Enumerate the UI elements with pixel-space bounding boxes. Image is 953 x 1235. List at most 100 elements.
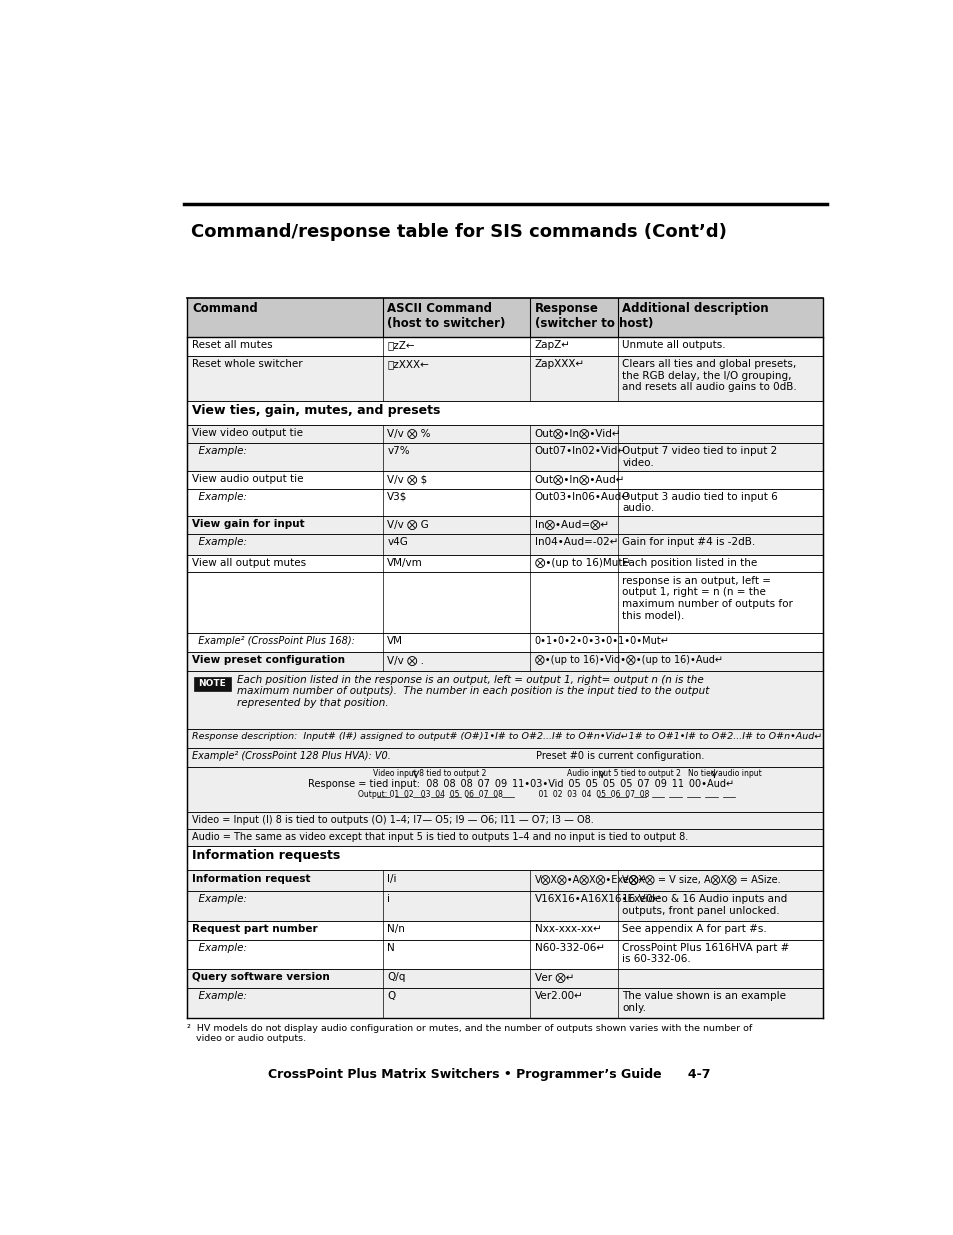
Bar	[187, 443, 822, 471]
Text: v7%: v7%	[387, 446, 410, 456]
Text: Out⨂•In⨂•Vid↵: Out⨂•In⨂•Vid↵	[534, 429, 620, 438]
Text: Example:: Example:	[192, 992, 247, 1002]
Text: Out07•In02•Vid↵: Out07•In02•Vid↵	[534, 446, 626, 456]
Text: NOTE: NOTE	[198, 679, 226, 688]
Text: N: N	[387, 942, 395, 953]
Text: Example:: Example:	[192, 894, 247, 904]
Bar	[187, 767, 822, 811]
Bar	[187, 892, 822, 920]
Text: Request part number: Request part number	[192, 924, 317, 934]
Text: V/v ⨂ %: V/v ⨂ %	[387, 429, 431, 438]
Bar	[187, 489, 822, 516]
Bar	[187, 299, 822, 337]
Bar	[187, 652, 822, 671]
Text: In⨂•Aud=⨂↵: In⨂•Aud=⨂↵	[534, 520, 608, 530]
Text: ⨂•(up to 16)Mut↵: ⨂•(up to 16)Mut↵	[534, 558, 630, 568]
Text: Reset all mutes: Reset all mutes	[192, 340, 273, 350]
Bar	[187, 425, 822, 443]
Text: CrossPoint Plus Matrix Switchers • Programmer’s Guide      4-7: CrossPoint Plus Matrix Switchers • Progr…	[268, 1068, 709, 1082]
Text: V/v ⨂ $: V/v ⨂ $	[387, 474, 427, 484]
Text: 0•1•0•2•0•3•0•1•0•Mut↵: 0•1•0•2•0•3•0•1•0•Mut↵	[534, 636, 669, 646]
Bar	[187, 920, 822, 940]
Text: Output 3 audio tied to input 6
audio.: Output 3 audio tied to input 6 audio.	[621, 492, 777, 514]
Bar	[187, 356, 822, 401]
Text: Ver2.00↵: Ver2.00↵	[534, 992, 583, 1002]
Text: N60-332-06↵: N60-332-06↵	[534, 942, 604, 953]
Text: The value shown is an example
only.: The value shown is an example only.	[621, 992, 785, 1013]
Text: V16X16•A16X16•Exe0↵: V16X16•A16X16•Exe0↵	[534, 894, 661, 904]
Text: Command/response table for SIS commands (Cont’d): Command/response table for SIS commands …	[192, 222, 726, 241]
Text: Output 7 video tied to input 2
video.: Output 7 video tied to input 2 video.	[621, 446, 777, 468]
Text: Example:: Example:	[192, 537, 247, 547]
Text: Command: Command	[192, 303, 257, 315]
Text: Each position listed in the response is an output, left = output 1, right= outpu: Each position listed in the response is …	[236, 674, 709, 708]
Bar	[187, 471, 822, 489]
Bar	[187, 988, 822, 1018]
Text: In04•Aud=-02↵: In04•Aud=-02↵	[534, 537, 618, 547]
Bar	[187, 729, 822, 748]
Text: Out03•In06•Aud↵: Out03•In06•Aud↵	[534, 492, 630, 501]
Text: Clears all ties and global presets,
the RGB delay, the I/O grouping,
and resets : Clears all ties and global presets, the …	[621, 359, 796, 393]
Text: I/i: I/i	[387, 873, 396, 883]
Bar	[187, 337, 822, 356]
Text: Audio input 5 tied to output 2   No tied audio input: Audio input 5 tied to output 2 No tied a…	[567, 769, 761, 778]
Text: Gain for input #4 is -2dB.: Gain for input #4 is -2dB.	[621, 537, 755, 547]
Text: See appendix A for part #s.: See appendix A for part #s.	[621, 924, 766, 934]
Bar	[187, 401, 822, 425]
Text: N/n: N/n	[387, 924, 405, 934]
Text: Response = tied input:  08 08 08 07 09 11•03•Vid 05 05 05 05 07 09 11 00•Aud↵: Response = tied input: 08 08 08 07 09 11…	[307, 779, 733, 789]
Text: Example:: Example:	[192, 492, 247, 501]
Text: v4G: v4G	[387, 537, 408, 547]
Bar	[187, 846, 822, 871]
Text: Example:: Example:	[192, 446, 247, 456]
Bar	[193, 677, 231, 692]
Text: Example² (CrossPoint 128 Plus HVA): V0.: Example² (CrossPoint 128 Plus HVA): V0.	[192, 751, 391, 761]
Text: ⨂•(up to 16)•Vid•⨂•(up to 16)•Aud↵: ⨂•(up to 16)•Vid•⨂•(up to 16)•Aud↵	[534, 655, 721, 664]
Text: Audio = The same as video except that input 5 is tied to outputs 1–4 and no inpu: Audio = The same as video except that in…	[192, 832, 688, 842]
Text: Information request: Information request	[192, 873, 311, 883]
Text: ⎋zXXX←: ⎋zXXX←	[387, 359, 429, 369]
Text: View all output mutes: View all output mutes	[192, 558, 306, 568]
Text: V/v ⨂ G: V/v ⨂ G	[387, 520, 429, 530]
Text: Output: 01  02   03  04  05  06  07  08               01  02  03  04  05  06  07: Output: 01 02 03 04 05 06 07 08 01 02 03…	[357, 790, 649, 799]
Text: View video output tie: View video output tie	[192, 429, 303, 438]
Bar	[187, 811, 822, 829]
Text: CrossPoint Plus 1616HVA part #
is 60-332-06.: CrossPoint Plus 1616HVA part # is 60-332…	[621, 942, 789, 965]
Bar	[187, 940, 822, 969]
Text: response is an output, left =
output 1, right = n (n = the
maximum number of out: response is an output, left = output 1, …	[621, 576, 792, 620]
Bar	[187, 555, 822, 573]
Text: Out⨂•In⨂•Aud↵: Out⨂•In⨂•Aud↵	[534, 474, 624, 484]
Text: Nxx-xxx-xx↵: Nxx-xxx-xx↵	[534, 924, 601, 934]
Text: Additional description: Additional description	[621, 303, 768, 315]
Bar	[187, 829, 822, 846]
Text: Preset #0 is current configuration.: Preset #0 is current configuration.	[536, 751, 704, 761]
Bar	[187, 573, 822, 632]
Text: View ties, gain, mutes, and presets: View ties, gain, mutes, and presets	[192, 404, 440, 417]
Text: VM/vm: VM/vm	[387, 558, 423, 568]
Text: Q/q: Q/q	[387, 972, 405, 982]
Text: Example² (CrossPoint Plus 168):: Example² (CrossPoint Plus 168):	[192, 636, 355, 646]
Bar	[187, 671, 822, 729]
Bar	[187, 969, 822, 988]
Text: V⨂X⨂•A⨂X⨂•Exe⨂↵: V⨂X⨂•A⨂X⨂•Exe⨂↵	[534, 873, 647, 883]
Text: Query software version: Query software version	[192, 972, 330, 982]
Text: Unmute all outputs.: Unmute all outputs.	[621, 340, 725, 350]
Text: ⎋zZ←: ⎋zZ←	[387, 340, 415, 350]
Bar	[187, 516, 822, 534]
Text: View gain for input: View gain for input	[192, 520, 304, 530]
Bar	[187, 748, 822, 767]
Text: View preset configuration: View preset configuration	[192, 655, 345, 664]
Bar	[187, 534, 822, 555]
Bar	[187, 871, 822, 892]
Text: i: i	[387, 894, 390, 904]
Text: Each position listed in the: Each position listed in the	[621, 558, 757, 568]
Text: ZapXXX↵: ZapXXX↵	[534, 359, 584, 369]
Text: Information requests: Information requests	[192, 848, 340, 862]
Text: View audio output tie: View audio output tie	[192, 474, 303, 484]
Text: Video input 8 tied to output 2: Video input 8 tied to output 2	[373, 769, 486, 778]
Text: V⨂X⨂ = V size, A⨂X⨂ = ASize.: V⨂X⨂ = V size, A⨂X⨂ = ASize.	[621, 873, 781, 883]
Text: V3$: V3$	[387, 492, 407, 501]
Text: Response
(switcher to host): Response (switcher to host)	[534, 303, 653, 330]
Text: Ver ⨂↵: Ver ⨂↵	[534, 972, 574, 982]
Text: V/v ⨂ .: V/v ⨂ .	[387, 655, 424, 664]
